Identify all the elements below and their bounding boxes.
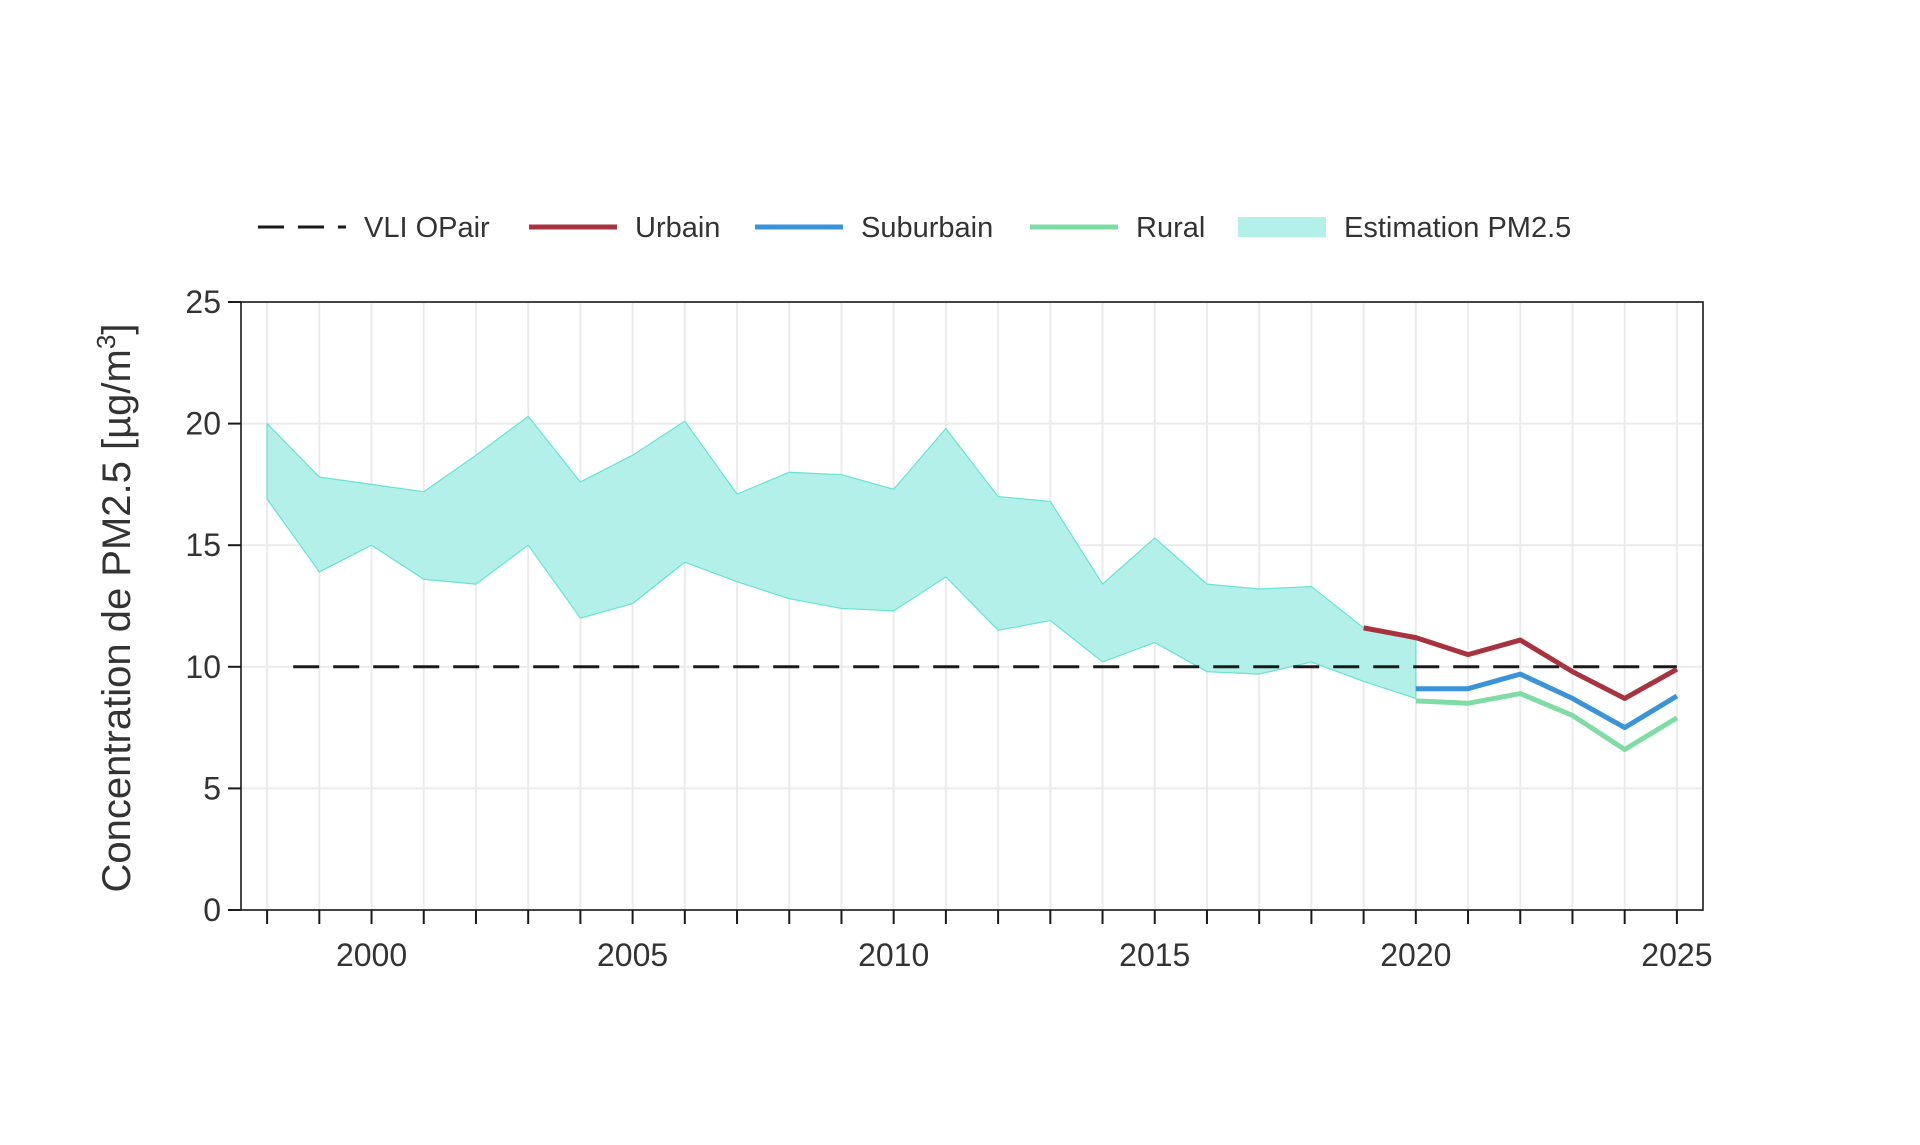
legend-label: VLI OPair: [364, 212, 490, 244]
y-tick-label: 25: [185, 284, 221, 320]
y-tick-label: 20: [185, 406, 221, 442]
legend-item-vli: VLI OPair: [258, 212, 490, 244]
series-line-urbain: [1363, 625, 1679, 701]
x-tick-label: 2010: [858, 937, 929, 973]
legend-label: Estimation PM2.5: [1344, 212, 1571, 244]
y-tick-label: 15: [185, 527, 221, 563]
x-tick-label: 2025: [1641, 937, 1712, 973]
y-axis-title: Concentration de PM2.5 [µg/m3]: [91, 324, 139, 893]
y-axis-title-main: Concentration de PM2.5 [µg/m: [95, 349, 139, 892]
y-tick-label: 10: [185, 649, 221, 685]
legend: VLI OPair Urbain Suburbain Rural Estimation …: [258, 212, 1571, 244]
y-tick-label: 0: [203, 892, 221, 928]
legend-item-rural: Rural: [1030, 212, 1205, 244]
y-tick-label: 5: [203, 770, 221, 806]
band-layer: [266, 415, 1417, 700]
frame-layer: [240, 301, 1704, 911]
y-axis-title-end: ]: [95, 324, 139, 335]
x-tick-label: 2020: [1380, 937, 1451, 973]
series-line-suburbain: [1415, 671, 1679, 731]
plot-frame: [240, 301, 1704, 911]
legend-label: Rural: [1136, 212, 1205, 244]
legend-item-band: Estimation PM2.5: [1238, 212, 1571, 244]
y-axis-title-sup: 3: [91, 335, 121, 349]
legend-label: Urbain: [635, 212, 720, 244]
x-tick-label: 2005: [597, 937, 668, 973]
legend-item-suburbain: Suburbain: [755, 212, 993, 244]
x-tick-label: 2015: [1119, 937, 1190, 973]
estimation-band-area: [266, 415, 1417, 700]
series-line-rural: [1415, 691, 1679, 752]
x-tick-label: 2000: [336, 937, 407, 973]
series-layer: [293, 625, 1679, 752]
legend-label: Suburbain: [861, 212, 993, 244]
legend-item-urbain: Urbain: [529, 212, 720, 244]
legend-swatch-area: [1238, 217, 1326, 237]
